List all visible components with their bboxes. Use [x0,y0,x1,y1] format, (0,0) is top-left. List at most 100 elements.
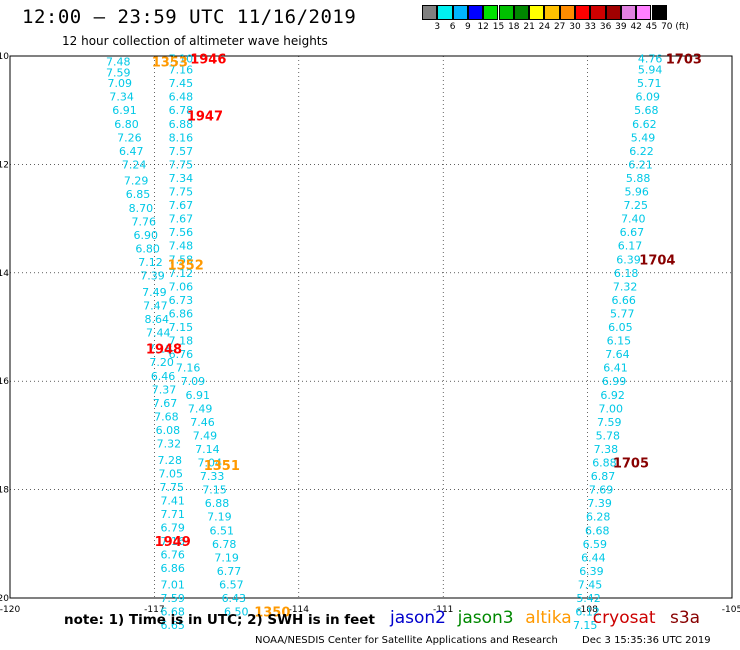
wave-height-value: 6.05 [608,321,633,334]
wave-height-value: 7.15 [573,619,598,632]
wave-height-value: 6.17 [618,240,643,253]
wave-height-value: 5.42 [576,592,601,605]
color-scale-swatch [636,5,652,20]
wave-height-value: 5.78 [596,429,621,442]
color-scale-swatch [575,5,591,20]
x-tick-label: -108 [577,605,598,615]
color-scale-label: 9 [465,22,471,32]
wave-height-value: 6.21 [628,158,653,171]
y-tick-label: -12 [0,160,9,170]
wave-height-value: 6.68 [585,524,610,537]
wave-height-value: 6.87 [591,470,616,483]
wave-height-value: 6.08 [156,424,181,437]
wave-height-value: 7.59 [106,66,131,79]
wave-height-value: 4.76 [638,53,663,66]
wave-height-value: 5.71 [637,77,662,90]
pass-time-label: 1353 [152,55,188,70]
wave-height-value: 6.76 [169,348,194,361]
wave-height-value: 6.85 [126,188,151,201]
wave-height-value: 7.67 [153,397,178,410]
color-scale-label: 15 [492,22,505,32]
wave-height-value: 7.05 [159,467,184,480]
wave-height-value: 6.65 [160,619,185,632]
pass-time-label: 1352 [168,259,204,274]
pass-time-label: 1705 [613,457,649,472]
wave-height-value: 7.44 [146,326,171,339]
wave-height-value: 6.39 [616,253,641,266]
footer-note: note: 1) Time is in UTC; 2) SWH is in fe… [64,612,375,628]
wave-height-value: 6.79 [160,522,185,535]
wave-height-value: 6.22 [629,145,654,158]
wave-height-value: 7.29 [124,175,149,188]
wave-height-value: 7.24 [122,158,147,171]
satellite-legend-item: jason2 [390,608,446,628]
wave-height-value: 6.88 [592,457,617,470]
wave-height-value: 7.38 [594,443,619,456]
wave-height-value: 6.88 [169,118,194,131]
wave-height-value: 5.88 [626,172,651,185]
wave-height-value: 7.45 [169,77,194,90]
color-scale-swatch [544,5,560,20]
wave-height-value: 7.49 [188,402,213,415]
wave-height-value: 7.26 [117,131,142,144]
color-scale-label: 42 [630,22,642,32]
wave-height-value: 6.15 [607,335,632,348]
wave-height-value: 8.64 [145,313,170,326]
chart-subtitle: 12 hour collection of altimeter wave hei… [62,34,328,48]
plot-frame [9,55,733,599]
wave-height-value: 7.01 [160,578,185,591]
wave-height-value: 7.45 [578,578,603,591]
wave-height-value: 5.68 [634,104,659,117]
color-scale-swatch [467,5,484,20]
wave-height-value: 7.33 [200,470,225,483]
wave-height-value: 6.88 [205,497,230,510]
pass-time-label: 1703 [666,53,702,68]
wave-height-value: 7.76 [132,215,157,228]
wave-height-value: 7.19 [214,551,239,564]
color-scale-swatch [437,5,453,20]
color-scale-swatch [452,5,468,20]
wave-height-value: 7.09 [107,77,132,90]
wave-height-value: 6.91 [185,389,210,402]
wave-height-value: 7.19 [207,511,232,524]
wave-height-value: 6.09 [636,91,661,104]
color-scale-label: 6 [449,22,456,32]
pass-time-label: 1946 [190,53,226,68]
y-tick-label: -20 [0,594,9,604]
color-scale-swatch [422,5,438,20]
color-scale-label: 36 [599,22,612,32]
color-scale-label: 3 [434,22,441,32]
color-scale-swatch [513,5,530,20]
wave-height-value: 5.96 [624,186,649,199]
wave-height-value: 7.16 [176,362,201,375]
footer-date: Dec 3 15:35:36 UTC 2019 [582,635,711,646]
pass-time-label: 1351 [204,459,240,474]
wave-height-value: 6.28 [586,511,611,524]
wave-height-value: 7.64 [605,348,630,361]
color-scale-swatch [559,5,575,20]
x-tick-label: -117 [144,605,164,615]
color-scale-swatch [529,5,545,20]
wave-height-value: 7.25 [623,199,648,212]
wave-height-value: 7.10 [169,53,194,66]
wave-height-value: 6.43 [222,592,247,605]
satellite-legend-item: cryosat [592,608,656,628]
wave-height-value: 6.76 [160,549,185,562]
wave-height-value: 7.49 [142,286,167,299]
wave-height-value: 6.62 [632,118,657,131]
wave-height-value: 7.00 [598,402,623,415]
wave-height-value: 7.39 [587,497,612,510]
wave-height-value: 7.75 [169,186,194,199]
wave-height-value: 7.15 [169,321,194,334]
wave-height-value: 7.58 [169,253,194,266]
wave-height-value: 6.86 [160,562,185,575]
satellite-legend-item: jason3 [457,608,514,628]
wave-height-value: 7.47 [143,299,168,312]
wave-height-value: 6.44 [581,551,606,564]
pass-time-label: 1704 [639,253,675,268]
wave-height-value: 7.12 [138,256,163,269]
wave-height-value: 7.46 [190,416,215,429]
wave-height-value: 6.59 [583,538,608,551]
y-tick-label: -14 [0,269,9,279]
wave-height-value: 6.99 [602,375,627,388]
